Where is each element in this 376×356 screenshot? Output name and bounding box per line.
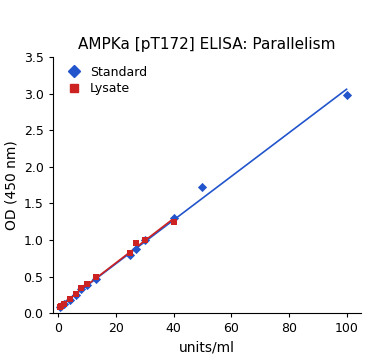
Point (133, 246, 139, 252)
Point (93, 276, 99, 282)
Point (84, 281, 90, 287)
Point (67, 297, 73, 303)
Point (93, 274, 99, 279)
Point (79, 286, 85, 292)
Point (200, 184, 206, 190)
Point (73, 292, 79, 298)
Point (61, 301, 67, 307)
Point (58, 303, 64, 309)
Point (73, 292, 79, 297)
Point (142, 237, 148, 243)
Point (344, 92, 350, 98)
Point (84, 283, 90, 288)
Point (79, 285, 85, 290)
Legend: Standard, Lysate: Standard, Lysate (59, 63, 150, 98)
Point (57, 305, 63, 310)
Point (58, 303, 64, 309)
Point (142, 237, 148, 243)
Point (61, 301, 67, 307)
Point (133, 240, 139, 246)
Point (127, 252, 133, 258)
Y-axis label: OD (450 nm): OD (450 nm) (4, 140, 18, 230)
Point (127, 250, 133, 256)
X-axis label: units/ml: units/ml (179, 341, 235, 355)
Title: AMPKa [pT172] ELISA: Parallelism: AMPKa [pT172] ELISA: Parallelism (78, 37, 335, 52)
Point (57, 305, 63, 310)
Point (171, 219, 177, 225)
Point (67, 296, 73, 302)
Point (171, 215, 177, 221)
